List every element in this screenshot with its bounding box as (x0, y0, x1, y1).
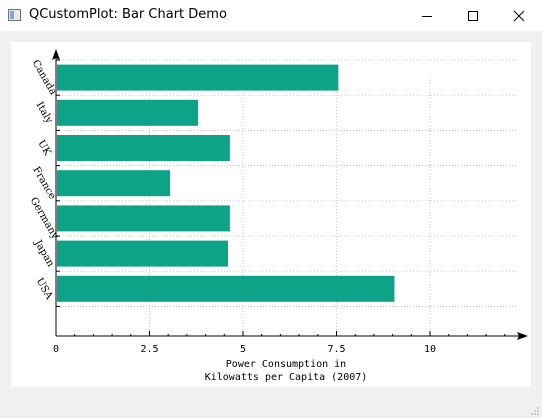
bar-germany (57, 205, 230, 232)
category-label-japan: Japan (32, 238, 57, 270)
x-tick-label-3: 7.5 (327, 344, 345, 355)
category-label-uk: UK (35, 138, 53, 158)
close-icon (513, 10, 525, 21)
maximize-icon (468, 10, 478, 21)
bar-usa (57, 275, 395, 302)
x-axis-title-line-0: Power Consumption in (226, 359, 346, 370)
bars (57, 64, 395, 302)
maximize-button[interactable] (450, 0, 496, 31)
resize-grip-icon[interactable] (530, 406, 540, 416)
minimize-icon (422, 15, 432, 17)
category-label-france: France (30, 165, 57, 201)
bar-chart: 0 2.5 5 7.5 10USAJapanGermanyFranceUKItalyCa… (28, 49, 528, 383)
x-tick-label-0: 0 (53, 344, 59, 355)
bar-italy (57, 99, 199, 126)
category-label-italy: Italy (34, 100, 55, 126)
minimize-button[interactable] (404, 0, 450, 31)
x-axis-title-line-1: Kilowatts per Capita (2007) (205, 372, 368, 383)
category-label-usa: USA (34, 276, 55, 302)
close-button[interactable] (496, 0, 542, 31)
x-tick-label-1: 2.5 (140, 344, 158, 355)
plot-area[interactable]: 0 2.5 5 7.5 10 USA Japan Germany France UK Italy Ca… (11, 42, 531, 387)
bar-canada (57, 64, 339, 91)
window-title: QCustomPlot: Bar Chart Demo (29, 7, 227, 22)
bar-france (57, 170, 171, 197)
x-tick-label-2: 5 (240, 344, 246, 355)
x-axis-arrow (517, 332, 528, 340)
x-tick-label-4: 10 (424, 344, 436, 355)
y-axis-arrow (52, 49, 60, 60)
title-bar: QCustomPlot: Bar Chart Demo (0, 0, 542, 31)
bar-uk (57, 135, 230, 161)
category-label-canada: Canada (30, 58, 59, 97)
axes (52, 49, 528, 340)
app-window-icon (8, 9, 21, 21)
bar-japan (57, 240, 229, 267)
